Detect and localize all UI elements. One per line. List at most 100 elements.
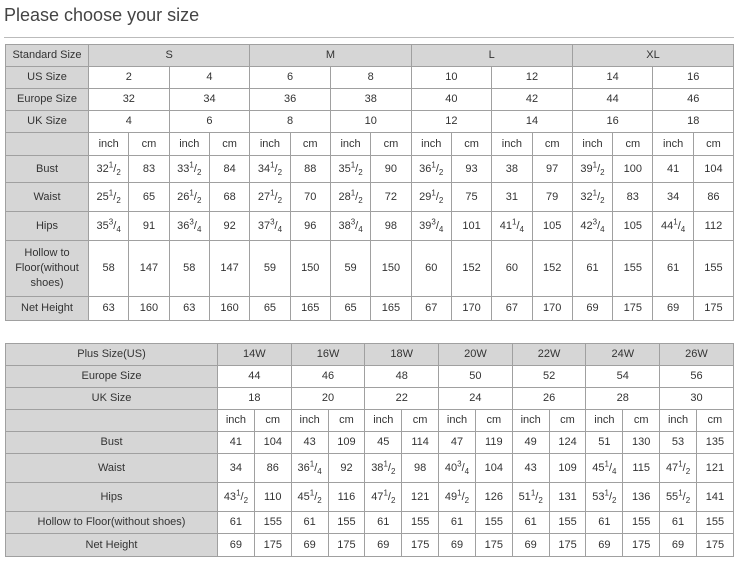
- size-header: L: [410, 44, 573, 67]
- whole: 44: [661, 219, 674, 232]
- row-label: Hollow to Floor(without shoes): [5, 240, 89, 297]
- measure-value: 91: [128, 211, 170, 241]
- unit: inch: [585, 409, 624, 432]
- size-value: 18: [652, 110, 735, 133]
- measure-value: 61: [571, 240, 614, 297]
- unit: cm: [253, 409, 292, 432]
- row-label: Waist: [5, 453, 218, 483]
- measure-value: 251/2: [87, 182, 130, 212]
- whole: 45: [592, 461, 605, 474]
- whole: 32: [96, 162, 109, 175]
- row-label: Standard Size: [5, 44, 89, 67]
- unit: inch: [511, 409, 550, 432]
- numerator: 1: [673, 216, 678, 226]
- measure-value: 61: [364, 511, 403, 534]
- whole: 47: [665, 461, 679, 474]
- numerator: 1: [431, 159, 436, 169]
- denominator: 4: [317, 466, 322, 476]
- size-value: 46: [652, 88, 735, 111]
- unit: cm: [531, 132, 573, 156]
- measure-value: 147: [208, 240, 251, 297]
- measure-value: 150: [370, 240, 412, 297]
- denominator: 2: [600, 167, 605, 177]
- measure-value: 165: [370, 296, 412, 321]
- fraction-slash: /: [608, 490, 613, 503]
- measure-value: 175: [401, 533, 440, 557]
- measure-value: 411/4: [491, 211, 533, 241]
- numerator: 1: [457, 487, 462, 497]
- whole: 47: [371, 490, 384, 503]
- numerator: 1: [383, 458, 388, 468]
- fraction-slash: /: [535, 490, 539, 503]
- numerator: 1: [270, 159, 275, 169]
- measure-value: 119: [474, 431, 513, 454]
- denominator: 4: [196, 224, 202, 234]
- measure-value: 83: [128, 155, 170, 183]
- measure-value: 69: [652, 296, 694, 321]
- denominator: 2: [196, 195, 202, 205]
- denominator: 2: [685, 466, 691, 476]
- measure-value: 152: [450, 240, 493, 297]
- numerator: 3: [108, 216, 114, 226]
- numerator: 3: [189, 216, 194, 226]
- measure-value: 53: [659, 431, 697, 454]
- denominator: 2: [390, 466, 396, 476]
- measure-value: 96: [289, 211, 331, 241]
- unit: inch: [438, 409, 476, 432]
- measure-value: 431/2: [217, 482, 255, 512]
- measure-value: 155: [695, 511, 734, 534]
- fraction-slash: /: [193, 162, 197, 175]
- denominator: 4: [612, 466, 617, 476]
- measure-value: 361/4: [290, 453, 329, 483]
- numerator: 1: [592, 159, 598, 169]
- whole: 38: [371, 461, 384, 474]
- unit: cm: [695, 409, 734, 432]
- fraction-slash: /: [387, 461, 391, 474]
- measure-value: 321/2: [87, 155, 130, 183]
- fraction-slash: /: [314, 490, 318, 503]
- numerator: 1: [309, 487, 315, 497]
- whole: 27: [257, 190, 271, 203]
- unit: cm: [289, 132, 331, 156]
- fraction-slash: /: [597, 190, 601, 203]
- measure-value: 58: [168, 240, 210, 297]
- measure-value: 59: [329, 240, 372, 297]
- unit: cm: [401, 409, 440, 432]
- size-value: 16: [652, 66, 735, 89]
- whole: 49: [444, 490, 458, 503]
- measure-value: 86: [692, 182, 735, 212]
- unit: cm: [474, 409, 513, 432]
- measure-value: 131: [548, 482, 587, 512]
- unit: cm: [548, 409, 587, 432]
- measure-value: 69: [585, 533, 624, 557]
- denominator: 2: [196, 167, 202, 177]
- measure-value: 61: [659, 511, 697, 534]
- unit: inch: [652, 132, 694, 156]
- measure-value: 511/2: [511, 482, 550, 512]
- measure-value: 38: [491, 155, 533, 183]
- measure-value: 59: [249, 240, 291, 297]
- denominator: 2: [390, 495, 396, 505]
- fraction-slash: /: [355, 162, 359, 175]
- table-row: Net Height 63 160 63 160 65 165 65 165 67 170 67 170…: [5, 296, 735, 321]
- measure-value: 155: [474, 511, 513, 534]
- measure-value: 61: [438, 511, 476, 534]
- unit: inch: [217, 409, 255, 432]
- measure-value: 72: [370, 182, 412, 212]
- measure-value: 281/2: [329, 182, 372, 212]
- measure-value: 98: [370, 211, 412, 241]
- measure-value: 86: [253, 453, 292, 483]
- size-value: 42: [491, 88, 573, 111]
- measure-value: 65: [329, 296, 372, 321]
- measure-value: 69: [364, 533, 403, 557]
- denominator: 4: [680, 224, 686, 234]
- measure-value: 34: [652, 182, 694, 212]
- measure-value: 69: [571, 296, 614, 321]
- measure-value: 112: [692, 211, 735, 241]
- measure-value: 124: [548, 431, 587, 454]
- fraction-slash: /: [193, 190, 197, 203]
- unit: cm: [450, 132, 493, 156]
- table-row: Hollow to Floor(without shoes) 61 155 61 155…: [5, 511, 734, 534]
- measure-value: 175: [622, 533, 661, 557]
- size-value: 54: [585, 365, 661, 388]
